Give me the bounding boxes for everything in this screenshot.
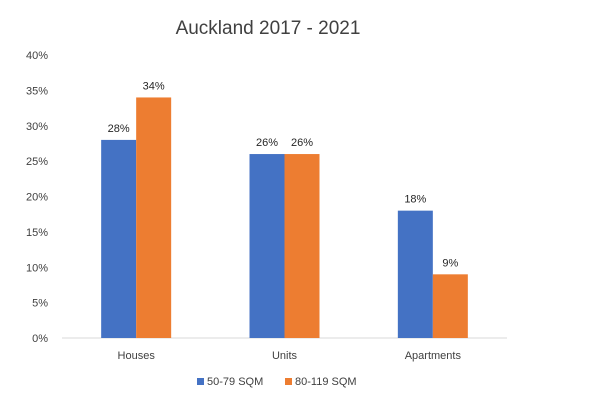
bar-units-series-2: [284, 154, 320, 338]
data-labels: 28% 34% 26% 26% 18% 9%: [108, 80, 459, 269]
y-tick-label: 0%: [32, 333, 48, 345]
chart-title: Auckland 2017 - 2021: [176, 18, 361, 39]
bar-apartments-series-2: [432, 274, 468, 338]
legend-label: 80-119 SQM: [295, 376, 357, 388]
bar-houses-series-1: [101, 139, 137, 338]
data-label: 26%: [291, 137, 313, 149]
bar-units-series-1: [249, 154, 285, 338]
legend-swatch: [197, 378, 204, 385]
y-tick-label: 5%: [32, 298, 48, 310]
y-axis-labels: 0% 5% 10% 15% 20% 25% 30% 35% 40%: [26, 50, 48, 345]
x-axis-labels: Houses Units Apartments: [118, 350, 462, 362]
x-tick-label: Houses: [118, 350, 156, 362]
y-tick-label: 15%: [26, 227, 48, 239]
y-tick-label: 40%: [26, 50, 48, 62]
x-tick-label: Apartments: [405, 350, 462, 362]
bar-houses-series-2: [136, 97, 172, 338]
data-label: 18%: [404, 194, 426, 206]
data-label: 28%: [108, 123, 130, 135]
legend-swatch: [285, 378, 292, 385]
data-label: 26%: [256, 137, 278, 149]
data-label: 9%: [442, 257, 458, 269]
y-tick-label: 30%: [26, 121, 48, 133]
y-tick-label: 10%: [26, 262, 48, 274]
y-tick-label: 35%: [26, 85, 48, 97]
legend: 50-79 SQM 80-119 SQM: [197, 376, 357, 388]
y-tick-label: 20%: [26, 192, 48, 204]
bars: [101, 97, 468, 338]
bar-apartments-series-1: [397, 210, 433, 338]
legend-label: 50-79 SQM: [207, 376, 263, 388]
data-label: 34%: [143, 80, 165, 92]
y-tick-label: 25%: [26, 156, 48, 168]
x-tick-label: Units: [272, 350, 298, 362]
